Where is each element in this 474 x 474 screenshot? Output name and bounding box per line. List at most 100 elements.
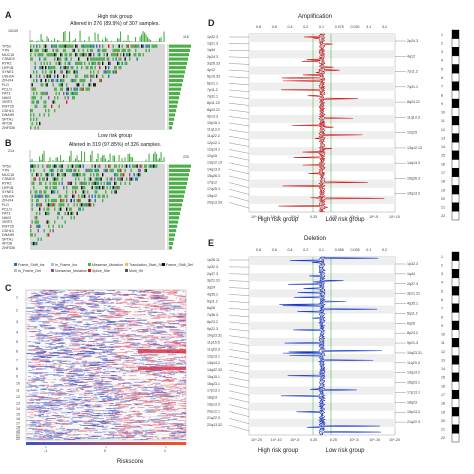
mutation-cell <box>79 173 81 177</box>
mutation-cell <box>129 53 131 57</box>
mutation-cell <box>31 198 33 203</box>
mutation-cell <box>73 48 75 53</box>
mutation-cell <box>43 190 45 194</box>
chromosome-number: 2 <box>441 263 443 267</box>
mutation-cell <box>48 203 50 207</box>
mutation-cell <box>52 173 54 177</box>
chromosome-label: 17 <box>16 421 20 425</box>
panel-c-xlabel: Riskscore <box>116 459 144 465</box>
top-axis-tick-label: 0.6 <box>272 25 277 29</box>
left-cytoband-label: 1p32.3 <box>207 35 218 39</box>
chromosome-block <box>451 38 460 48</box>
chromosome-number: 6 <box>441 298 443 302</box>
tmb-bar <box>133 161 135 162</box>
mutation-cell <box>124 168 126 173</box>
mutation-cell <box>54 66 56 70</box>
tmb-bar <box>45 161 47 162</box>
right-cytoband-label: 8p23.2 <box>407 331 418 335</box>
panel-d-title: Amplification <box>297 14 332 20</box>
tmb-bar <box>115 41 117 42</box>
mutation-cell <box>90 78 92 83</box>
mutation-cell <box>153 164 155 168</box>
mutation-cell <box>105 48 107 53</box>
chromosome-block <box>451 124 460 134</box>
mutation-cell <box>109 70 111 74</box>
tmb-bar <box>88 36 90 42</box>
mutation-cell <box>88 87 90 91</box>
left-cytoband-label: 4q35.1 <box>207 292 218 296</box>
top-axis-tick-label: 0.2 <box>382 248 387 252</box>
riskscore-strip <box>146 442 149 445</box>
mutation-cell <box>133 53 135 57</box>
mutation-cell <box>117 168 119 173</box>
tmb-bar <box>97 153 99 162</box>
mutation-cell <box>63 173 65 177</box>
mutation-cell <box>40 203 42 207</box>
tmb-bar <box>130 156 132 162</box>
mutation-cell <box>91 48 93 53</box>
mutation-cell <box>30 117 32 121</box>
mutation-cell <box>112 44 114 48</box>
mutation-cell <box>63 78 65 83</box>
mutation-cell <box>154 44 156 48</box>
chromosome-block <box>451 150 460 160</box>
tmb-bar <box>72 41 74 42</box>
left-cytoband-leader <box>228 308 250 310</box>
mutation-cell <box>60 194 62 198</box>
riskscore-strip <box>132 442 135 445</box>
mutation-cell <box>31 233 33 237</box>
mutation-cell <box>57 48 59 53</box>
mutation-cell <box>102 44 104 48</box>
mutation-cell <box>76 53 78 57</box>
mutation-cell <box>61 168 63 173</box>
legend-swatch <box>51 269 54 272</box>
mutation-cell <box>51 203 53 207</box>
mutation-cell <box>120 181 122 185</box>
legend-label: Translation_Start_Site <box>129 263 164 267</box>
bottom-axis-tick-label: 10^-2 <box>290 215 299 219</box>
chromosome-block <box>451 90 460 100</box>
riskscore-strip <box>90 442 93 445</box>
mutation-cell <box>108 70 110 74</box>
mutation-cell <box>33 186 35 190</box>
mutation-cell <box>106 181 108 185</box>
mutation-cell <box>52 198 54 203</box>
mutation-cell <box>72 91 74 96</box>
gene-label: APOB <box>2 122 13 126</box>
riskscore-strip <box>158 442 161 445</box>
right-cytoband-label: 16q23.1 <box>407 381 420 385</box>
mutation-cell <box>70 44 72 48</box>
mutation-cell <box>75 61 77 65</box>
left-cytoband-leader <box>228 122 250 127</box>
chromosome-block <box>451 167 460 178</box>
mutation-cell <box>39 177 41 181</box>
riskscore-strip <box>156 442 159 445</box>
mutation-cell <box>102 74 104 78</box>
mutation-cell <box>99 177 101 181</box>
mutation-cell <box>60 70 62 74</box>
tmb-bar <box>141 34 143 42</box>
tmb-bar <box>151 160 153 162</box>
mutation-cell <box>136 57 138 61</box>
mutation-cell <box>108 61 110 65</box>
tmb-bar <box>142 161 144 162</box>
mutation-cell <box>75 91 77 96</box>
mutation-cell <box>30 190 32 194</box>
chromosome-block <box>451 381 460 391</box>
mutation-cell <box>39 113 41 117</box>
mutation-cell <box>78 168 80 173</box>
gene-frequency-bar <box>169 44 191 48</box>
tmb-bar <box>67 161 69 162</box>
gene-frequency-bar <box>169 164 191 168</box>
riskscore-strip <box>84 442 87 445</box>
mutation-cell <box>31 173 33 177</box>
left-cytoband-leader <box>228 397 250 403</box>
gene-label: KMT2D <box>2 225 15 229</box>
mutation-cell <box>136 44 138 48</box>
mutation-cell <box>96 186 98 190</box>
mutation-cell <box>115 70 117 74</box>
legend-swatch <box>88 263 91 266</box>
mutation-cell <box>54 87 56 91</box>
chromosome-number: 22 <box>441 214 445 218</box>
riskscore-strip <box>52 442 55 445</box>
